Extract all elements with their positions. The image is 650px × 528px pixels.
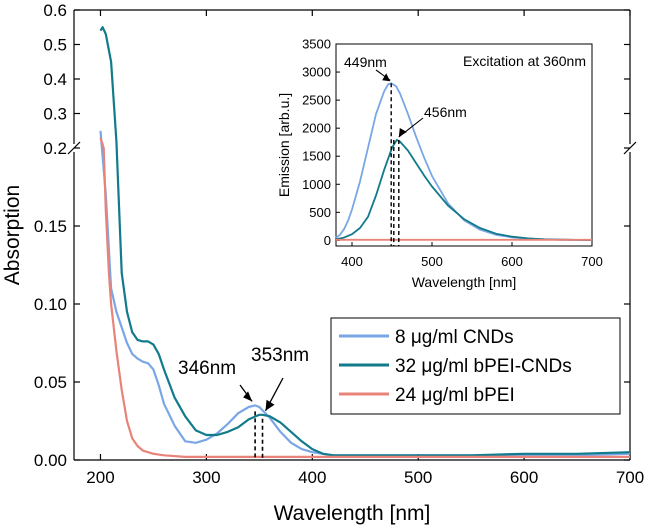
inset-x-tick-label: 500 — [421, 254, 443, 269]
inset-y-tick-label: 2500 — [302, 93, 331, 108]
inset-title: Excitation at 360nm — [463, 53, 586, 69]
main-x-tick-label: 200 — [86, 468, 114, 487]
inset-series-line — [335, 138, 593, 241]
main-annotations: 346nm 353nm — [178, 345, 309, 460]
inset-x-tick-label: 700 — [581, 254, 603, 269]
arrowhead — [265, 399, 275, 411]
main-x-tick-label: 700 — [616, 468, 644, 487]
inset-y-tick-label: 1000 — [302, 177, 331, 192]
main-ticks: 200 300 400 500 600 700 0.00 0.05 0.10 0.15 0.2 0.3… — [34, 1, 644, 487]
arrowhead — [243, 391, 253, 402]
legend-label: 8 μg/ml CNDs — [395, 327, 514, 348]
main-y-tick-label: 0.00 — [34, 451, 67, 470]
inset-x-tick-label: 400 — [341, 254, 363, 269]
main-series-line — [99, 137, 630, 458]
inset-y-tick-label: 500 — [309, 205, 331, 220]
inset-peak-label-449: 449nm — [344, 54, 387, 70]
arrowhead — [398, 127, 407, 137]
main-y-tick-label: 0.3 — [43, 105, 67, 124]
main-y-tick-label: 0.05 — [34, 373, 67, 392]
inset-y-tick-label: 3000 — [302, 65, 331, 80]
legend-label: 32 μg/ml bPEI-CNDs — [395, 356, 572, 377]
main-x-tick-label: 500 — [404, 468, 432, 487]
inset-peak-label-456: 456nm — [424, 104, 467, 120]
main-x-tick-label: 400 — [298, 468, 326, 487]
main-y-tick-label: 0.5 — [43, 36, 67, 55]
inset-y-tick-label: 2000 — [302, 121, 331, 136]
main-x-tick-label: 300 — [192, 468, 220, 487]
main-x-axis-label: Wavelength [nm] — [274, 502, 431, 525]
arrowhead — [382, 73, 391, 82]
inset-series — [335, 82, 593, 241]
main-y-tick-label: 0.10 — [34, 295, 67, 314]
main-y-tick-label: 0.15 — [34, 217, 67, 236]
peak-label-346: 346nm — [178, 358, 236, 379]
main-y-tick-label: 0.4 — [43, 70, 67, 89]
main-series — [99, 26, 631, 458]
inset-y-tick-label: 0 — [324, 233, 331, 248]
inset-y-tick-label: 1500 — [302, 149, 331, 164]
inset-ticks: 400 500 600 700 0 500 1000 1500 2000 2500 3000 3500 — [302, 37, 603, 270]
inset-plot-frame — [335, 43, 593, 247]
inset-y-tick-label: 3500 — [302, 37, 331, 52]
peak-label-353: 353nm — [251, 345, 309, 366]
legend: 8 μg/ml CNDs 32 μg/ml bPEI-CNDs 24 μg/ml b… — [330, 317, 621, 415]
inset-x-tick-label: 600 — [501, 254, 523, 269]
main-y-axis-label: Absorption — [1, 185, 24, 285]
legend-label: 24 μg/ml bPEI — [395, 385, 515, 406]
inset-y-axis-label: Emission [arb.u.] — [276, 93, 292, 197]
main-y-tick-label: 0.6 — [43, 1, 67, 20]
main-y-tick-label: 0.2 — [43, 139, 67, 158]
inset-x-axis-label: Wavelength [nm] — [412, 274, 517, 290]
inset-annotations: 449nm 456nm — [344, 54, 467, 246]
main-plot-frame — [67, 9, 637, 461]
main-x-tick-label: 600 — [510, 468, 538, 487]
main-series-line — [99, 26, 631, 457]
